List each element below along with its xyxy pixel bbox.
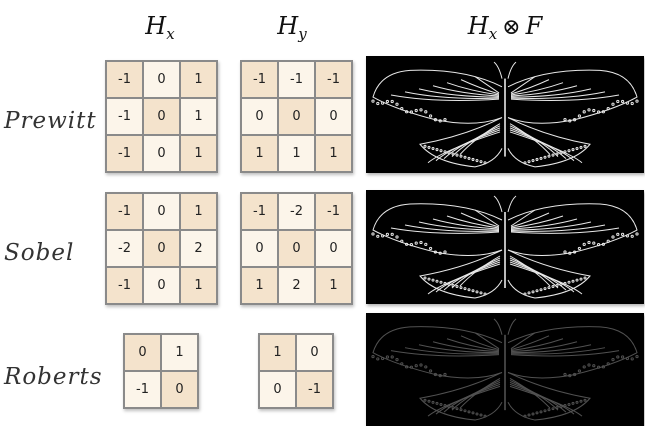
kernel-cell: 1 [180, 193, 217, 230]
kernel-cell: 1 [315, 267, 352, 304]
kernel-cell: -1 [278, 61, 315, 98]
header-result-base: H [467, 12, 489, 40]
kernel-cell: 1 [315, 135, 352, 172]
kernel-cell: 0 [241, 98, 278, 135]
prewitt-result-image [366, 56, 644, 173]
kernel-cell: 1 [161, 334, 198, 371]
roberts-result-image [366, 313, 644, 426]
kernel-cell: 2 [278, 267, 315, 304]
roberts-hx-kernel: 0 1 -1 0 [123, 333, 199, 409]
header-hx: Hx [130, 8, 190, 44]
header-hy: Hy [262, 8, 322, 44]
kernel-cell: 1 [180, 61, 217, 98]
kernel-cell: 2 [180, 230, 217, 267]
header-hy-base: H [277, 12, 299, 40]
kernel-cell: -1 [315, 61, 352, 98]
kernel-cell: 1 [278, 135, 315, 172]
kernel-cell: -1 [315, 193, 352, 230]
butterfly-edge-map [371, 61, 639, 168]
kernel-cell: 0 [143, 230, 180, 267]
kernel-cell: -1 [296, 371, 333, 408]
kernel-cell: -1 [241, 193, 278, 230]
kernel-cell: 0 [124, 334, 161, 371]
kernel-cell: 0 [315, 230, 352, 267]
header-result-sub: x [488, 25, 498, 43]
header-result-operand: F [525, 12, 543, 40]
convolution-operator: ⊗ [502, 15, 521, 40]
prewitt-hy-kernel: -1 -1 -1 0 0 0 1 1 1 [240, 60, 353, 173]
kernel-cell: 1 [180, 98, 217, 135]
kernel-cell: -1 [241, 61, 278, 98]
kernel-cell: 1 [241, 135, 278, 172]
kernel-cell: 0 [143, 267, 180, 304]
kernel-cell: 0 [143, 193, 180, 230]
header-hx-sub: x [166, 25, 175, 43]
kernel-cell: -2 [278, 193, 315, 230]
butterfly-edge-map [371, 318, 639, 421]
sobel-hy-kernel: -1 -2 -1 0 0 0 1 2 1 [240, 192, 353, 305]
kernel-cell: -1 [106, 98, 143, 135]
kernel-cell: -1 [106, 267, 143, 304]
kernel-cell: 0 [315, 98, 352, 135]
kernel-cell: -1 [106, 135, 143, 172]
kernel-cell: 0 [259, 371, 296, 408]
prewitt-hx-kernel: -1 0 1 -1 0 1 -1 0 1 [105, 60, 218, 173]
kernel-cell: -1 [106, 61, 143, 98]
kernel-cell: 0 [278, 98, 315, 135]
sobel-result-image [366, 190, 644, 304]
roberts-hy-kernel: 1 0 0 -1 [258, 333, 334, 409]
kernel-cell: 1 [180, 135, 217, 172]
kernel-cell: 0 [143, 98, 180, 135]
header-hx-base: H [145, 12, 167, 40]
kernel-cell: 0 [241, 230, 278, 267]
kernel-cell: 1 [259, 334, 296, 371]
kernel-cell: 0 [143, 135, 180, 172]
kernel-cell: 0 [143, 61, 180, 98]
row-label-sobel: Sobel [4, 240, 75, 266]
header-hy-sub: y [298, 25, 307, 43]
kernel-cell: 1 [241, 267, 278, 304]
kernel-cell: 0 [296, 334, 333, 371]
row-label-prewitt: Prewitt [4, 108, 97, 134]
butterfly-edge-map [371, 195, 639, 299]
kernel-cell: -2 [106, 230, 143, 267]
kernel-cell: -1 [124, 371, 161, 408]
row-label-roberts: Roberts [4, 364, 103, 390]
header-result: Hx ⊗ F [430, 8, 580, 44]
kernel-cell: 0 [161, 371, 198, 408]
kernel-cell: 1 [180, 267, 217, 304]
kernel-cell: -1 [106, 193, 143, 230]
sobel-hx-kernel: -1 0 1 -2 0 2 -1 0 1 [105, 192, 218, 305]
kernel-cell: 0 [278, 230, 315, 267]
